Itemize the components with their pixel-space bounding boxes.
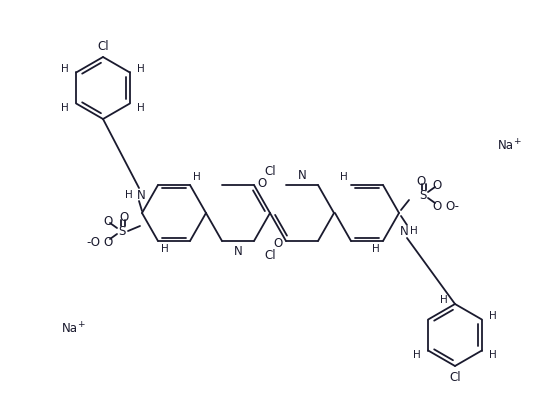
Text: O: O (416, 174, 425, 187)
Text: O-: O- (445, 199, 459, 212)
Text: H: H (61, 103, 69, 112)
Text: N: N (297, 168, 306, 181)
Text: O: O (257, 176, 267, 189)
Text: H: H (61, 64, 69, 73)
Text: H: H (372, 244, 380, 254)
Text: O: O (432, 178, 442, 191)
Text: Na: Na (498, 139, 514, 152)
Text: +: + (77, 320, 84, 328)
Text: S: S (419, 189, 427, 202)
Text: O: O (120, 210, 129, 223)
Text: H: H (137, 64, 145, 73)
Text: N: N (136, 189, 145, 202)
Text: H: H (440, 295, 448, 305)
Text: O: O (103, 215, 112, 228)
Text: H: H (125, 190, 133, 200)
Text: S: S (119, 225, 126, 238)
Text: H: H (410, 226, 418, 236)
Text: Cl: Cl (449, 370, 461, 383)
Text: H: H (489, 349, 497, 360)
Text: H: H (413, 349, 421, 360)
Text: H: H (340, 172, 348, 182)
Text: H: H (137, 103, 145, 112)
Text: Cl: Cl (264, 165, 276, 178)
Text: Cl: Cl (97, 39, 109, 52)
Text: H: H (489, 310, 497, 321)
Text: O: O (273, 236, 283, 249)
Text: O: O (432, 199, 442, 212)
Text: H: H (193, 172, 201, 182)
Text: N: N (234, 245, 243, 258)
Text: Na: Na (62, 321, 78, 334)
Text: N: N (400, 225, 409, 238)
Text: -O: -O (86, 235, 100, 248)
Text: Cl: Cl (264, 248, 276, 261)
Text: +: + (513, 137, 520, 145)
Text: O: O (103, 235, 112, 248)
Text: H: H (161, 244, 169, 254)
